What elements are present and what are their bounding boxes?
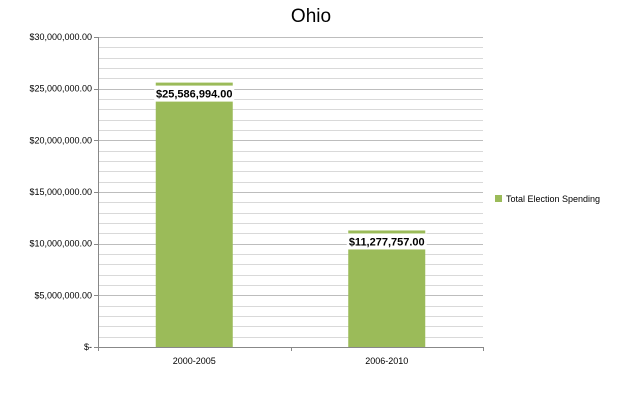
legend: Total Election Spending	[495, 194, 600, 204]
y-tick-label: $5,000,000.00	[34, 290, 92, 300]
x-tick-label: 2006-2010	[365, 356, 408, 366]
bar	[348, 230, 426, 347]
x-axis: 2000-2005 2006-2010	[98, 347, 484, 366]
legend-swatch	[495, 195, 502, 202]
y-tick-label: $30,000,000.00	[29, 32, 92, 42]
bars: $25,586,994.00 $11,277,757.00	[154, 82, 427, 347]
y-axis: $- $5,000,000.00 $10,000,000.00 $15,000,000…	[29, 32, 99, 352]
data-label-bg	[154, 85, 235, 102]
data-label: $11,277,757.00	[349, 236, 425, 248]
y-tick-label: $20,000,000.00	[29, 135, 92, 145]
data-label-bg	[346, 233, 427, 250]
y-tick-label: $15,000,000.00	[29, 187, 92, 197]
chart-title: Ohio	[291, 6, 331, 27]
legend-label: Total Election Spending	[506, 194, 600, 204]
bar	[155, 82, 233, 347]
y-tick-label: $25,000,000.00	[29, 84, 92, 94]
y-tick-label: $10,000,000.00	[29, 239, 92, 249]
x-tick-label: 2000-2005	[173, 356, 216, 366]
data-label: $25,586,994.00	[156, 89, 232, 101]
y-tick-label: $-	[84, 342, 92, 352]
